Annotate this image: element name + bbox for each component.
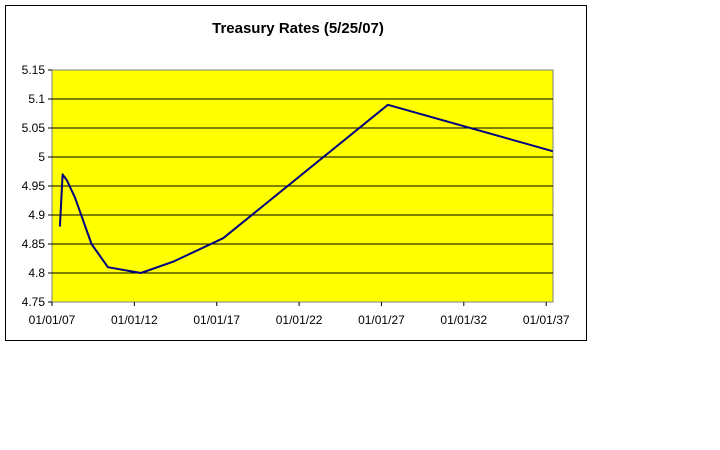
y-tick-label: 4.75 xyxy=(22,295,46,309)
y-tick-label: 5.05 xyxy=(22,121,46,135)
x-tick-label: 01/01/32 xyxy=(440,313,487,327)
x-axis: 01/01/07 01/01/12 01/01/17 01/01/22 01/01/27… xyxy=(29,302,570,327)
x-tick-label: 01/01/37 xyxy=(523,313,570,327)
y-tick-label: 5 xyxy=(38,150,45,164)
series-line xyxy=(58,103,553,274)
chart-title: Treasury Rates (5/25/07) xyxy=(212,20,384,37)
y-tick-label: 5.15 xyxy=(22,63,46,77)
x-tick-label: 01/01/07 xyxy=(29,313,76,327)
y-tick-label: 4.9 xyxy=(28,208,45,222)
y-tick-label: 4.95 xyxy=(22,179,46,193)
series-layer xyxy=(58,103,553,274)
y-tick-label: 4.85 xyxy=(22,237,46,251)
x-tick-label: 01/01/22 xyxy=(276,313,323,327)
x-tick-label: 01/01/12 xyxy=(111,313,158,327)
x-tick-label: 01/01/27 xyxy=(358,313,405,327)
line-chart: Treasury Rates (5/25/07) 4.754.84.854.94… xyxy=(22,20,570,327)
x-tick-label: 01/01/17 xyxy=(193,313,240,327)
y-axis: 4.75 4.8 4.85 4.9 4.95 5 5.05 5.1 5.15 xyxy=(22,63,52,309)
chart-frame: Treasury Rates (5/25/07) 4.75 4.8 4.85 4.9 4… xyxy=(5,5,587,341)
y-tick-label: 4.8 xyxy=(28,266,45,280)
y-tick-label: 5.1 xyxy=(28,92,45,106)
